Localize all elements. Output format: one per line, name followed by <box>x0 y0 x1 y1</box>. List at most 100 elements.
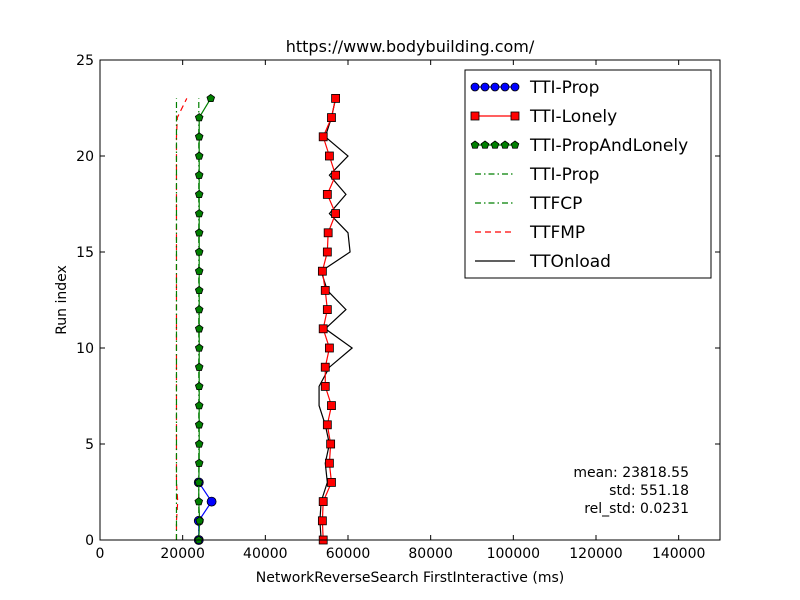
data-point <box>324 343 334 353</box>
data-point <box>327 477 336 487</box>
data-point <box>194 343 204 352</box>
x-tick-label: 20000 <box>160 546 205 562</box>
data-point <box>194 247 204 256</box>
data-point <box>510 140 520 149</box>
data-point <box>194 477 204 487</box>
data-point <box>331 170 341 180</box>
data-point <box>318 497 328 507</box>
data-point <box>195 516 204 525</box>
data-point <box>194 132 204 141</box>
data-point <box>194 458 204 467</box>
legend-entry: TTFMP <box>475 223 585 243</box>
legend-label: TTFMP <box>529 223 585 243</box>
legend-label: TTI-Prop <box>529 165 599 185</box>
y-tick-label: 25 <box>76 53 94 69</box>
data-point <box>194 305 204 314</box>
stat-annotation: std: 551.18 <box>609 483 689 499</box>
data-point <box>194 420 204 429</box>
data-point <box>331 94 341 103</box>
data-point <box>480 82 490 92</box>
x-tick-label: 100000 <box>487 546 540 562</box>
data-point <box>194 266 204 275</box>
stat-annotation: rel_std: 0.0231 <box>584 501 689 517</box>
data-point <box>194 324 204 333</box>
data-point <box>324 151 334 161</box>
data-point <box>322 420 332 430</box>
data-point <box>326 439 336 449</box>
data-point <box>317 516 327 526</box>
data-point <box>322 305 332 315</box>
y-tick-label: 15 <box>76 245 94 261</box>
y-tick-label: 5 <box>85 437 94 453</box>
data-point <box>320 381 330 391</box>
data-point <box>490 140 500 149</box>
series-tti-lonely <box>317 94 341 545</box>
data-point <box>194 151 204 160</box>
data-point <box>320 285 330 295</box>
x-tick-label: 80000 <box>408 546 453 562</box>
legend-entry: TTOnload <box>475 252 611 272</box>
legend: TTI-Prop TTI-Lonely TTI-PropAndLonely TTI-P… <box>464 69 712 279</box>
data-point <box>510 111 520 121</box>
data-point <box>194 381 204 391</box>
series-layer <box>175 93 354 545</box>
plot-frame <box>99 59 721 541</box>
data-point <box>470 140 480 149</box>
data-point <box>206 93 216 103</box>
legend-entry: TTI-Lonely <box>470 107 617 127</box>
series-tti-propandlonely <box>194 93 216 544</box>
data-point <box>194 170 204 179</box>
y-axis: 0 5 10 15 20 25 <box>76 53 720 549</box>
legend-label: TTI-Lonely <box>529 107 617 127</box>
data-point <box>318 324 328 334</box>
data-point <box>327 401 336 411</box>
data-point <box>194 362 204 371</box>
legend-entry: TTFCP <box>475 194 582 214</box>
legend-label: TTI-PropAndLonely <box>529 136 688 156</box>
data-point <box>510 82 520 92</box>
legend-entry: TTI-Prop <box>470 78 599 98</box>
data-point <box>324 458 334 468</box>
y-tick-label: 10 <box>76 341 94 357</box>
x-tick-label: 60000 <box>326 546 371 562</box>
x-axis-label: NetworkReverseSearch FirstInteractive (m… <box>256 570 564 586</box>
x-tick-label: 40000 <box>243 546 288 562</box>
legend-entry: TTI-PropAndLonely <box>470 136 688 156</box>
data-point <box>194 113 204 122</box>
data-point <box>323 228 333 238</box>
data-point <box>470 82 480 92</box>
data-point <box>490 82 500 92</box>
data-point <box>327 113 336 122</box>
data-point <box>480 140 490 149</box>
data-point <box>500 140 510 149</box>
data-point <box>194 209 204 218</box>
data-point <box>317 266 327 276</box>
legend-label: TTI-Prop <box>529 78 599 98</box>
data-point <box>322 189 332 199</box>
data-point <box>194 189 204 199</box>
x-axis: 0 20000 40000 60000 80000 100000 120000 140000 <box>96 60 705 562</box>
y-axis-label: Run index <box>54 265 70 335</box>
data-point <box>318 132 328 142</box>
data-point <box>194 285 204 295</box>
data-point <box>194 439 204 448</box>
y-tick-label: 0 <box>85 533 94 549</box>
legend-entry: TTI-Prop <box>475 165 599 185</box>
x-tick-label: 120000 <box>569 546 622 562</box>
data-point <box>331 209 341 219</box>
data-point <box>470 111 480 121</box>
x-tick-label: 140000 <box>652 546 705 562</box>
chart-title: https://www.bodybuilding.com/ <box>286 37 535 56</box>
data-point <box>194 497 204 506</box>
y-tick-label: 20 <box>76 149 94 165</box>
data-point <box>500 82 510 92</box>
legend-label: TTOnload <box>529 252 611 272</box>
data-point <box>322 247 332 257</box>
stat-annotation: mean: 23818.55 <box>573 465 689 481</box>
data-point <box>320 362 330 372</box>
data-point <box>194 401 204 410</box>
stats-annotations: mean: 23818.55 std: 551.18 rel_std: 0.0231 <box>573 465 689 517</box>
data-point <box>194 228 204 237</box>
legend-label: TTFCP <box>529 194 582 214</box>
